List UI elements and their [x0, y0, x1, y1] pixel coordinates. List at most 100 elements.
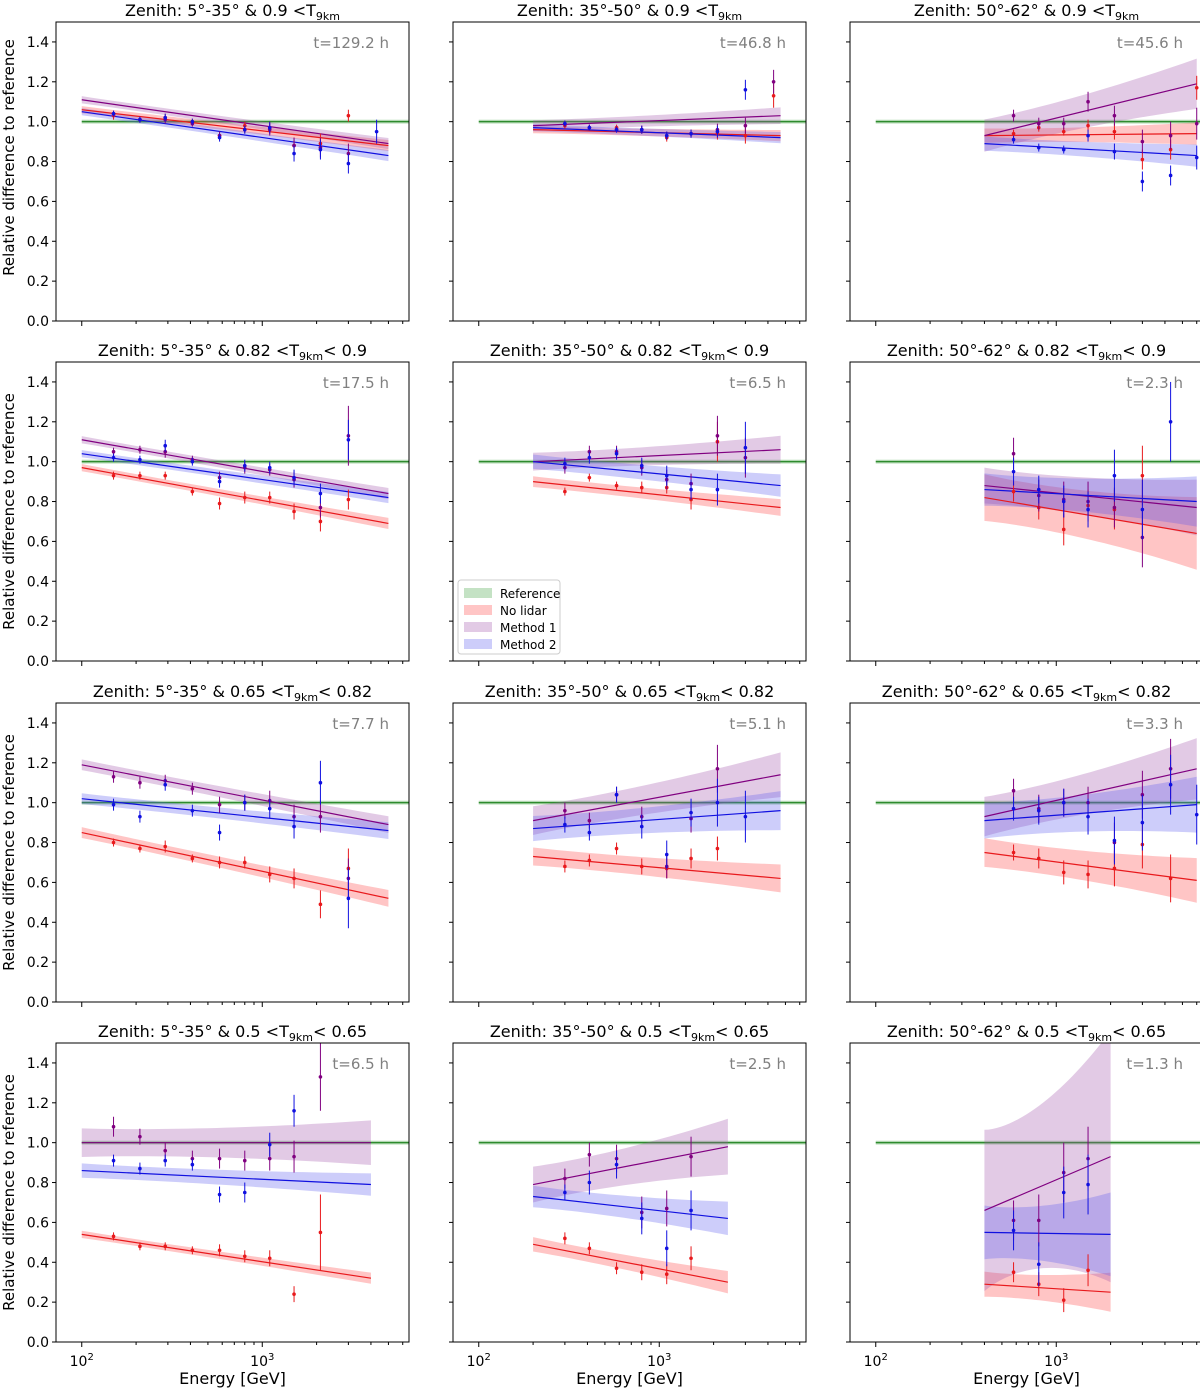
panel-title-subscript: 9km: [1115, 10, 1139, 23]
uncertainty-band: [81, 464, 389, 530]
y-tick-label: 0.6: [27, 1215, 49, 1231]
y-axis-label: Relative difference to reference: [0, 734, 18, 971]
fit-line: [81, 467, 389, 525]
data-point: [217, 1248, 222, 1253]
panel-title: Zenith: 5°-35° & 0.9 <T9km: [125, 1, 340, 23]
x-tick-exponent: 3: [665, 1352, 671, 1363]
data-point: [689, 1208, 693, 1213]
axes-frame: [55, 1042, 410, 1343]
uncertainty-band: [533, 1185, 728, 1236]
panel-title-subscript: 9km: [289, 1031, 313, 1044]
data-point: [267, 1142, 272, 1147]
legend-swatch-method1: [464, 622, 492, 632]
uncertainty-band: [81, 759, 389, 833]
fit-line: [984, 851, 1197, 882]
data-point: [715, 129, 720, 134]
data-point: [563, 1176, 567, 1181]
axes-frame: [55, 21, 410, 322]
data-point: [138, 846, 142, 851]
panel-title-suffix: < 0.82: [1117, 682, 1171, 701]
fit-line: [984, 488, 1197, 503]
data-point: [1168, 173, 1173, 178]
data-point: [242, 463, 247, 468]
chart-panel: 0.0 0.2 0.4 0.6 0.8 1.0 1.2 1.4 Zenith: 5°-35° &…: [27, 1, 410, 330]
data-point: [111, 774, 116, 779]
data-point: [689, 487, 693, 492]
panel-title-subscript: 9km: [696, 691, 720, 704]
x-axis-label: Energy [GeV]: [179, 1369, 286, 1388]
data-point: [242, 800, 247, 805]
data-point: [346, 896, 351, 901]
data-point: [1036, 487, 1041, 492]
data-point: [1086, 133, 1090, 138]
chart-panel: Zenith: 50°-62° & 0.82 <T9km< 0.9 t=2.3 h: [846, 341, 1200, 666]
data-point: [1086, 123, 1090, 128]
fit-line: [81, 99, 389, 145]
panel-title-subscript: 9km: [294, 691, 318, 704]
data-point: [563, 1236, 567, 1241]
plot-area: [81, 1043, 409, 1303]
plot-area: [478, 1118, 806, 1294]
data-point: [743, 814, 748, 819]
data-point: [1112, 505, 1117, 510]
data-point: [1140, 507, 1145, 512]
time-annotation: t=17.5 h: [323, 374, 389, 392]
data-point: [242, 1254, 247, 1259]
y-tick-label: 0.2: [27, 274, 49, 290]
data-point: [587, 1152, 592, 1157]
data-point: [217, 1192, 222, 1197]
data-point: [190, 808, 195, 813]
axes-frame: [452, 361, 807, 662]
data-point: [318, 491, 323, 496]
x-tick-label: 102: [864, 1352, 888, 1370]
time-annotation: t=2.5 h: [729, 1055, 786, 1073]
data-point: [217, 479, 222, 484]
data-point: [639, 463, 644, 468]
data-point: [190, 786, 195, 791]
y-tick-label: 1.0: [27, 796, 49, 812]
x-tick-exponent: 3: [268, 1352, 274, 1363]
data-point: [217, 802, 222, 807]
data-point: [267, 806, 272, 811]
fit-line: [533, 127, 781, 139]
legend-label: No lidar: [500, 604, 547, 618]
x-tick-label: 102: [70, 1352, 94, 1370]
legend-swatch-reference: [464, 588, 492, 598]
data-point: [138, 780, 142, 785]
data-point: [267, 495, 272, 500]
plot-area: [81, 405, 409, 532]
time-annotation: t=3.3 h: [1126, 715, 1183, 733]
fit-line: [81, 831, 389, 899]
fit-line: [532, 1243, 729, 1283]
data-point: [639, 864, 644, 869]
y-tick-label: 0.4: [27, 574, 49, 590]
data-point: [1061, 147, 1066, 152]
data-point: [563, 864, 567, 869]
data-point: [743, 123, 748, 128]
data-point: [1140, 179, 1145, 184]
data-point: [292, 475, 296, 480]
data-point: [242, 495, 247, 500]
uncertainty-band: [533, 752, 781, 835]
y-axis-label: Relative difference to reference: [0, 1074, 18, 1311]
data-point: [1036, 808, 1041, 813]
panel-title-suffix: < 0.9: [323, 341, 367, 360]
panel-title-subscript: 9km: [299, 350, 323, 363]
data-point: [1168, 782, 1173, 787]
data-point: [292, 1108, 296, 1113]
y-tick-label: 0.6: [27, 194, 49, 210]
y-tick-label: 1.4: [27, 35, 49, 51]
uncertainty-band: [81, 436, 389, 500]
data-point: [587, 1246, 592, 1251]
panel-title: Zenith: 35°-50° & 0.9 <T9km: [517, 1, 742, 23]
fit-line: [984, 804, 1197, 822]
data-point: [1036, 856, 1041, 861]
y-tick-label: 0.0: [27, 1335, 49, 1351]
data-point: [111, 840, 116, 845]
data-point: [163, 844, 168, 849]
time-annotation: t=2.3 h: [1126, 374, 1183, 392]
uncertainty-band: [984, 1271, 1111, 1312]
fit-line: [533, 1195, 728, 1220]
